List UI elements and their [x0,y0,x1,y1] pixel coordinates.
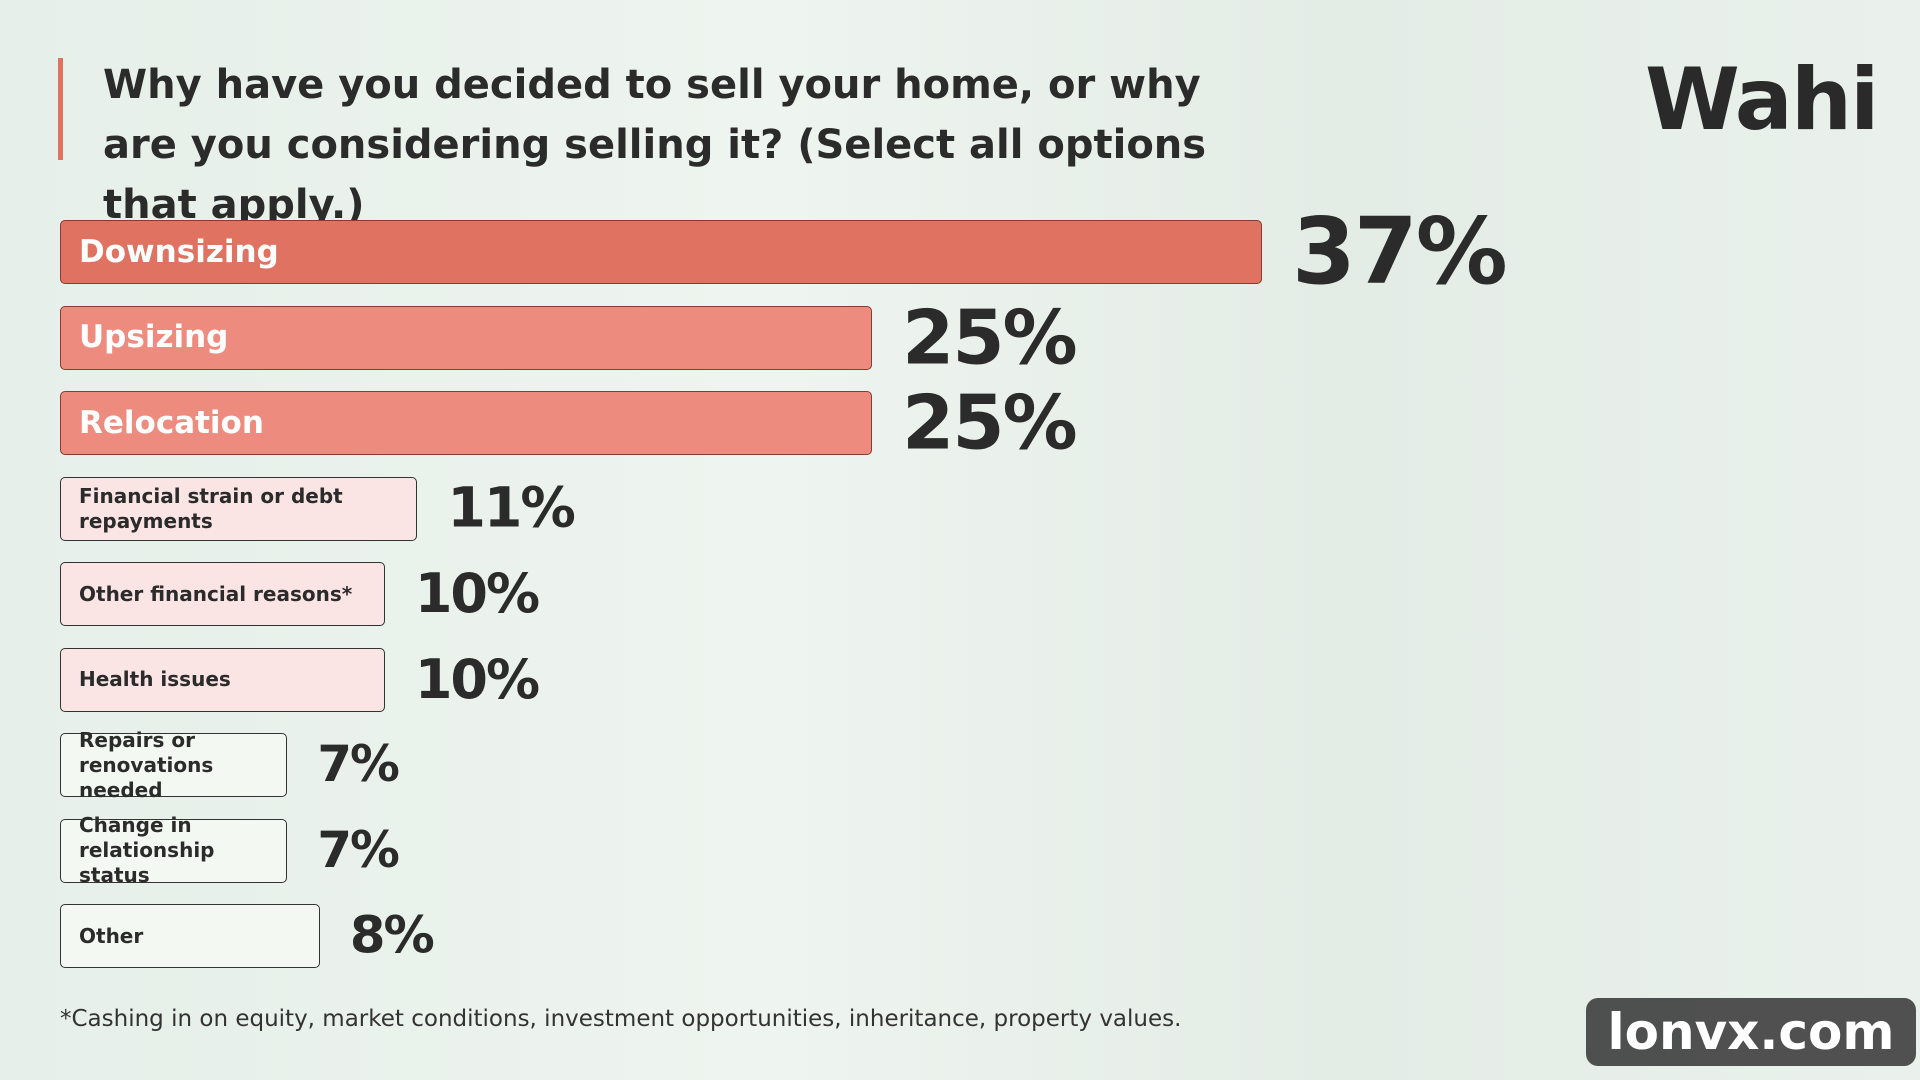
value-label: 7% [317,820,400,879]
bar: Other [60,904,320,968]
footnote: *Cashing in on equity, market conditions… [60,1006,1182,1032]
bar: Repairs or renovations needed [60,728,288,802]
bar-label: Relocation [79,404,264,441]
bar-label: Financial strain or debt repayments [79,483,343,533]
bar-label: Change in relationship status [79,813,215,887]
bar: Downsizing [60,220,1262,284]
logo: Wahi [1645,50,1880,150]
value-label: 11% [447,475,576,540]
bar: Upsizing [60,305,873,370]
bar-label: Health issues [79,667,231,691]
bar: Change in relationship status [60,813,288,887]
value-label: 10% [414,562,540,625]
bar-label: Repairs or renovations needed [79,727,214,802]
bar-label: Downsizing [79,233,279,270]
value-label: 8% [349,905,435,966]
value-label: 7% [317,735,400,794]
value-label: 10% [414,647,540,711]
value-label: 25% [902,293,1078,381]
chart-title: Why have you decided to sell your home, … [103,62,1207,228]
bar: Health issues [60,647,385,712]
bar-label: Other financial reasons* [79,581,353,606]
bar-label: Other [79,923,144,948]
value-label: 37% [1292,198,1508,306]
bar: Other financial reasons* [60,562,385,626]
watermark: lonvx.com [1586,998,1916,1066]
value-label: 25% [902,378,1078,467]
bar-label: Upsizing [79,319,229,356]
title-accent [58,58,63,160]
bar: Financial strain or debt repayments [60,476,418,541]
bar: Relocation [60,391,873,455]
